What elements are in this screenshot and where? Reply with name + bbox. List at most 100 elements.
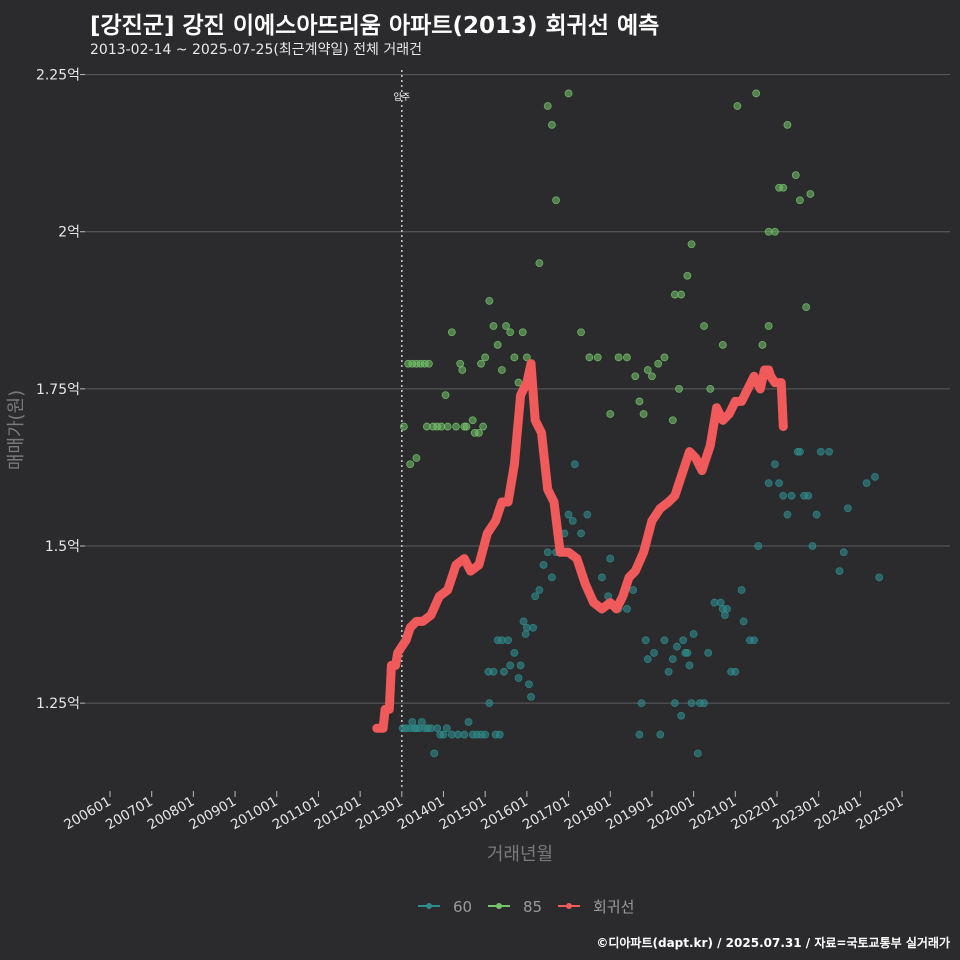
point-60 — [683, 648, 692, 657]
footer-credit: ©디아파트(dapt.kr) / 2025.07.31 / 자료=국토교통부 실… — [596, 936, 950, 950]
point-85 — [683, 271, 692, 280]
point-85 — [614, 353, 623, 362]
point-85 — [489, 322, 498, 330]
series-85-points — [400, 89, 815, 469]
point-85 — [458, 366, 467, 374]
point-85 — [802, 303, 811, 312]
point-85 — [585, 353, 594, 362]
point-85 — [660, 353, 669, 362]
point-60 — [510, 648, 519, 657]
x-tick-label: 201001 — [228, 794, 281, 834]
point-60 — [650, 648, 658, 657]
point-85 — [806, 190, 815, 198]
point-60 — [417, 718, 426, 726]
point-60 — [504, 636, 513, 645]
point-85 — [406, 460, 415, 469]
point-60 — [677, 711, 686, 720]
point-60 — [583, 510, 592, 519]
point-60 — [787, 491, 796, 500]
point-85 — [718, 340, 727, 349]
point-60 — [481, 730, 490, 739]
legend-label: 60 — [453, 898, 472, 916]
point-85 — [543, 102, 552, 110]
y-tick-label: 1.25억 — [36, 696, 80, 712]
point-60 — [779, 491, 788, 500]
point-85 — [631, 372, 640, 381]
point-60 — [495, 730, 504, 739]
chart-title: [강진군] 강진 이에스아뜨리움 아파트(2013) 회귀선 예측 — [90, 13, 660, 39]
point-60 — [535, 586, 544, 594]
point-60 — [570, 460, 579, 469]
point-60 — [771, 460, 779, 469]
x-tick-label: 200901 — [186, 794, 239, 834]
point-60 — [679, 636, 688, 645]
point-60 — [839, 548, 848, 557]
point-85 — [479, 422, 488, 431]
point-60 — [464, 718, 473, 726]
point-85 — [441, 391, 450, 400]
point-85 — [552, 196, 560, 205]
point-60 — [485, 699, 494, 708]
point-60 — [825, 447, 834, 456]
move-in-marker-label: 입주 — [394, 91, 411, 103]
point-60 — [439, 730, 448, 739]
point-85 — [648, 372, 656, 381]
point-60 — [664, 667, 673, 676]
point-85 — [635, 397, 644, 406]
point-85 — [443, 422, 452, 431]
point-60 — [623, 604, 631, 613]
point-60 — [547, 573, 556, 582]
point-60 — [700, 699, 708, 708]
point-60 — [804, 491, 813, 500]
point-85 — [400, 422, 408, 431]
point-85 — [687, 240, 696, 249]
point-85 — [477, 359, 485, 368]
point-60 — [430, 749, 439, 758]
point-85 — [425, 359, 433, 368]
point-85 — [547, 120, 556, 129]
point-85 — [506, 328, 515, 337]
x-tick-label: 200601 — [61, 794, 114, 834]
point-60 — [862, 479, 871, 488]
point-85 — [468, 416, 477, 425]
legend-key-dot — [566, 903, 572, 909]
point-60 — [835, 567, 844, 576]
x-tick-label: 201801 — [562, 794, 615, 834]
point-85 — [493, 340, 502, 349]
point-60 — [527, 692, 535, 701]
point-85 — [593, 353, 602, 362]
point-60 — [775, 479, 783, 488]
y-axis-ticks: 1.25억 1.5억 1.75억 2억 2.25억 — [36, 68, 85, 712]
point-60 — [519, 617, 528, 626]
point-85 — [447, 328, 456, 337]
point-60 — [687, 699, 696, 708]
point-60 — [489, 667, 498, 676]
trend-line — [372, 359, 788, 733]
legend-label: 회귀선 — [593, 898, 634, 916]
point-60 — [643, 655, 652, 664]
point-60 — [812, 510, 821, 519]
point-60 — [689, 630, 698, 638]
point-60 — [539, 560, 548, 569]
point-85 — [643, 366, 652, 374]
point-60 — [531, 592, 540, 601]
point-85 — [639, 410, 648, 418]
point-60 — [783, 510, 792, 519]
x-tick-label: 202301 — [770, 794, 823, 834]
point-60 — [564, 510, 573, 519]
x-tick-label: 202501 — [853, 794, 906, 834]
point-85 — [535, 259, 544, 268]
x-tick-label: 202001 — [645, 794, 698, 834]
point-85 — [606, 410, 615, 418]
point-85 — [452, 422, 460, 431]
point-85 — [783, 120, 792, 129]
point-85 — [564, 89, 573, 98]
x-tick-label: 201601 — [478, 794, 531, 834]
point-85 — [510, 353, 519, 362]
point-85 — [497, 366, 506, 374]
y-tick-label: 1.75억 — [36, 382, 80, 398]
point-60 — [670, 699, 679, 708]
grid-lines — [85, 74, 950, 704]
point-85 — [577, 328, 585, 337]
